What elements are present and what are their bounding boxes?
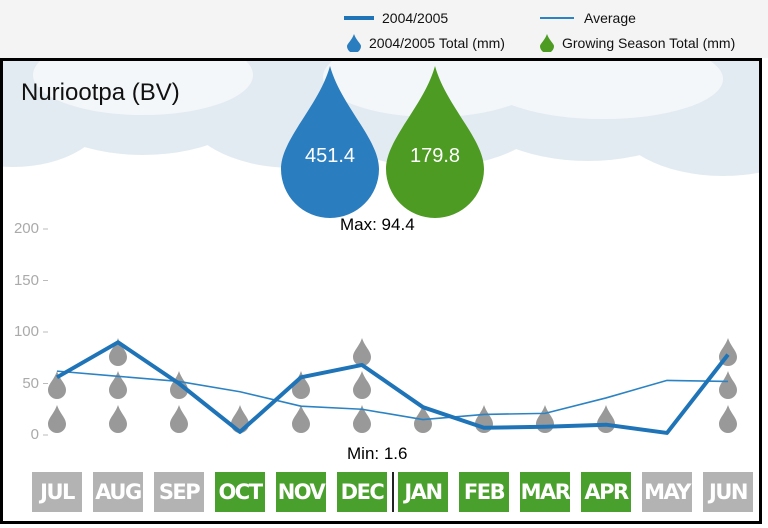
month-label-feb: FEB	[459, 472, 509, 512]
month-label-jun: JUN	[703, 472, 753, 512]
raindrop-icon	[353, 338, 371, 366]
month-label-apr: APR	[581, 472, 631, 512]
raindrop-icon	[48, 405, 66, 433]
month-label-oct: OCT	[215, 472, 265, 512]
legend-season: 2004/2005	[344, 10, 448, 26]
month-label-sep: SEP	[154, 472, 204, 512]
y-tick-label: 100	[13, 323, 39, 340]
legend-total-label: 2004/2005 Total (mm)	[369, 35, 505, 51]
legend-average-label: Average	[584, 10, 636, 26]
legend-season-label: 2004/2005	[382, 10, 449, 26]
raindrop-icon	[109, 371, 127, 399]
growing-total-drop-icon	[386, 66, 484, 218]
legend-total: 2004/2005 Total (mm)	[347, 34, 505, 52]
raindrop-icon	[353, 371, 371, 399]
average-line	[56, 370, 729, 421]
average-line-swatch	[540, 17, 574, 19]
raindrop-icon	[347, 34, 361, 52]
raindrop-icon	[540, 34, 554, 52]
chart-canvas	[3, 61, 759, 436]
raindrop-icon	[109, 338, 127, 366]
raindrop-icon	[292, 405, 310, 433]
month-label-dec: DEC	[337, 472, 387, 512]
raindrop-icon	[353, 405, 371, 433]
y-tick-label: 200	[13, 220, 39, 237]
legend-growing: Growing Season Total (mm)	[540, 34, 735, 52]
season-line-swatch	[344, 16, 374, 20]
chart-frame: Nuriootpa (BV) 451.4 179.8 Max: 94.4 Min…	[0, 58, 762, 524]
raindrop-icon	[48, 371, 66, 399]
legend-growing-label: Growing Season Total (mm)	[562, 35, 736, 51]
raindrop-icon	[109, 405, 127, 433]
max-label: Max: 94.4	[340, 215, 415, 234]
month-label-may: MAY	[642, 472, 692, 512]
month-label-aug: AUG	[93, 472, 143, 512]
season-line	[56, 340, 730, 435]
station-title: Nuriootpa (BV)	[21, 79, 180, 106]
growing-total-value: 179.8	[409, 145, 461, 167]
legend: 2004/2005 Average 2004/2005 Total (mm) G…	[0, 0, 768, 58]
series-lines	[56, 340, 730, 435]
raindrop-icon	[292, 371, 310, 399]
month-label-jan: JAN	[398, 472, 448, 512]
season-total-drop-icon	[281, 66, 379, 218]
y-axis	[43, 228, 48, 436]
y-tick-label: 50	[22, 374, 39, 392]
month-label-nov: NOV	[276, 472, 326, 512]
season-total-value: 451.4	[304, 145, 356, 167]
raindrop-icon	[170, 405, 188, 433]
raindrop-icon	[719, 371, 737, 399]
legend-average: Average	[540, 10, 636, 26]
raindrop-icon	[719, 405, 737, 433]
month-label-mar: MAR	[520, 472, 571, 512]
y-tick-label: 0	[30, 426, 39, 443]
y-tick-label: 150	[13, 271, 39, 289]
min-label: Min: 1.6	[347, 444, 408, 463]
season-divider	[392, 472, 394, 512]
month-label-jul: JUL	[32, 472, 82, 512]
raindrop-icon	[597, 405, 615, 433]
